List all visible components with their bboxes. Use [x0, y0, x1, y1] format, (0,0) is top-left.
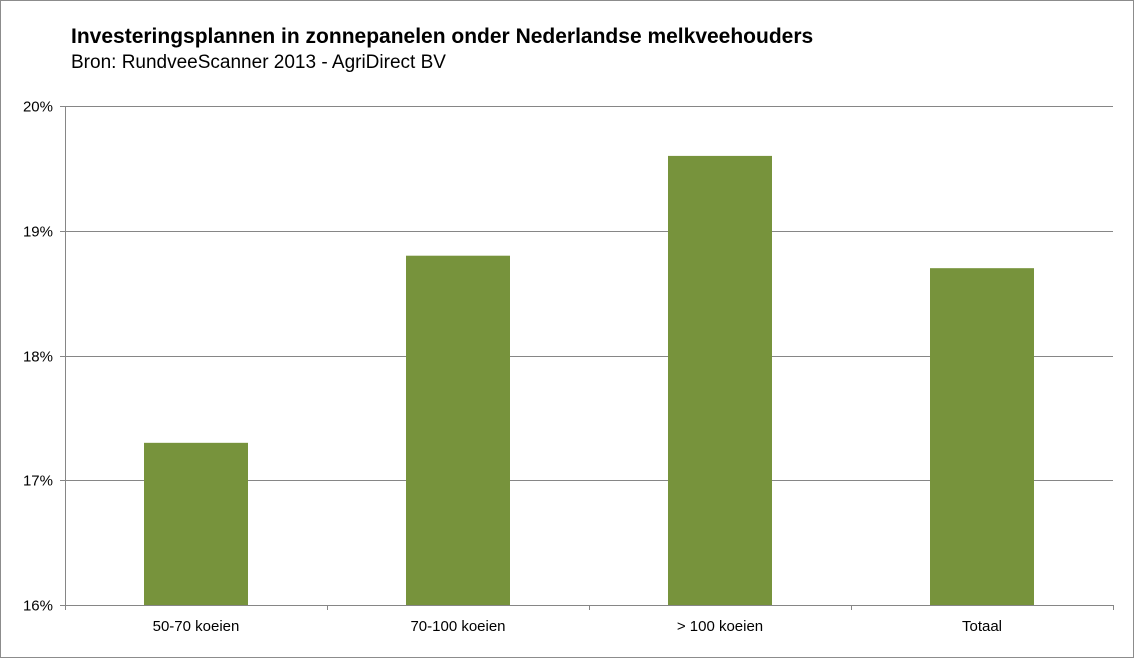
x-tick-label: 70-100 koeien — [410, 618, 505, 635]
bar — [668, 155, 772, 605]
axes — [60, 106, 1114, 610]
bar — [406, 255, 510, 605]
x-tick-label: Totaal — [962, 618, 1002, 635]
y-tick-label: 17% — [23, 473, 53, 490]
bar — [930, 268, 1034, 605]
y-tick-label: 16% — [23, 598, 53, 615]
y-tick-label: 18% — [23, 349, 53, 366]
y-tick-label: 20% — [23, 99, 53, 116]
bar — [144, 442, 248, 605]
x-tick-label: > 100 koeien — [677, 618, 763, 635]
tick-labels: 16% 17% 18% 19% 20% 50-70 koeien 70-100 koeien… — [23, 99, 1002, 636]
chart-subtitle: Bron: RundveeScanner 2013 - AgriDirect B… — [71, 52, 446, 73]
chart-title: Investeringsplannen in zonnepanelen onde… — [71, 25, 814, 48]
bars — [144, 155, 1034, 605]
x-tick-label: 50-70 koeien — [153, 618, 240, 635]
y-tick-label: 19% — [23, 224, 53, 241]
